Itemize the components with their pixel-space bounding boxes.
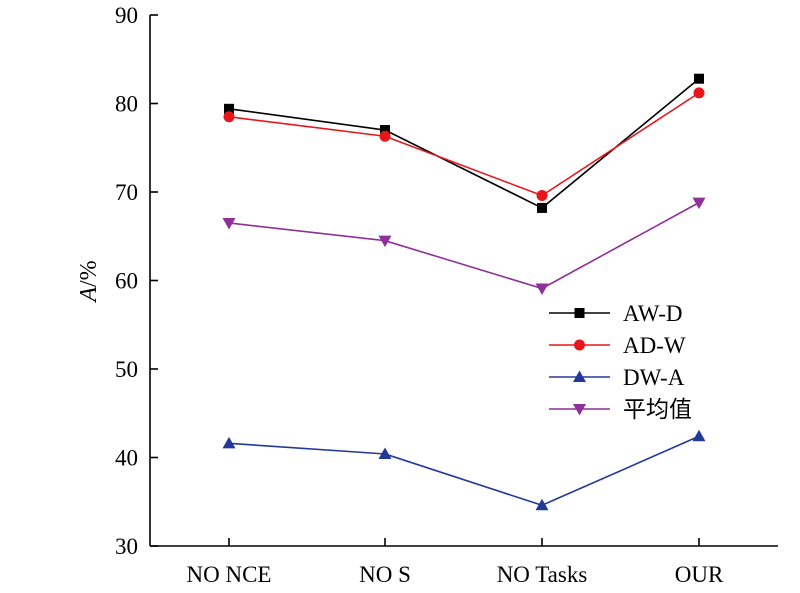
data-point (222, 436, 236, 449)
series-2 (223, 87, 705, 202)
legend-label: AD-W (623, 333, 686, 358)
y-axis-title: A/% (76, 260, 102, 303)
data-point (692, 429, 706, 442)
data-point (379, 130, 391, 142)
y-tick-label: 60 (115, 269, 138, 294)
legend-marker (573, 404, 586, 416)
data-point (537, 202, 547, 213)
data-point (694, 73, 704, 84)
legend-item: DW-A (549, 365, 685, 390)
y-tick-label: 30 (115, 534, 138, 559)
series-line (228, 201, 700, 290)
data-point (223, 111, 235, 123)
data-point (536, 190, 548, 202)
y-tick-label: 80 (115, 92, 138, 117)
y-tick-label: 70 (115, 180, 138, 205)
data-point (693, 87, 705, 99)
data-point (224, 103, 234, 114)
series-line (228, 435, 700, 507)
x-tick-label: OUR (675, 562, 724, 587)
data-point (378, 235, 392, 248)
series-3 (222, 429, 706, 511)
x-axis-ticks: NO NCE NO S NO Tasks OUR (187, 538, 724, 587)
legend-label: AW-D (623, 301, 682, 326)
data-point (692, 197, 706, 210)
data-point (535, 498, 549, 511)
data-point (378, 447, 392, 459)
legend: AW-D AD-W DW-A 平均值 (549, 301, 692, 422)
legend-marker (573, 370, 586, 382)
data-point (380, 125, 390, 136)
y-axis-title-unit: /% (76, 260, 102, 287)
series-line (228, 92, 700, 197)
y-axis-title-italic: A (76, 287, 102, 304)
x-tick-label: NO NCE (187, 562, 272, 587)
series-1 (224, 73, 704, 213)
legend-marker (574, 308, 585, 318)
y-axis-ticks: 30 40 50 60 70 80 90 (115, 3, 158, 559)
axes (149, 15, 778, 547)
series-4 (222, 197, 706, 295)
legend-marker (574, 339, 585, 351)
legend-item: AW-D (549, 301, 682, 326)
data-point (222, 217, 236, 230)
x-tick-label: NO Tasks (497, 562, 588, 587)
x-tick-label: NO S (359, 562, 411, 587)
y-tick-label: 50 (115, 357, 138, 382)
y-tick-label: 90 (115, 3, 138, 28)
series-line (228, 78, 700, 209)
legend-label: DW-A (623, 365, 685, 390)
series-group (222, 73, 706, 511)
y-tick-label: 40 (115, 446, 138, 471)
legend-label: 平均值 (623, 397, 692, 422)
legend-item: AD-W (549, 333, 686, 358)
data-point (535, 283, 549, 295)
legend-item: 平均值 (549, 397, 692, 422)
